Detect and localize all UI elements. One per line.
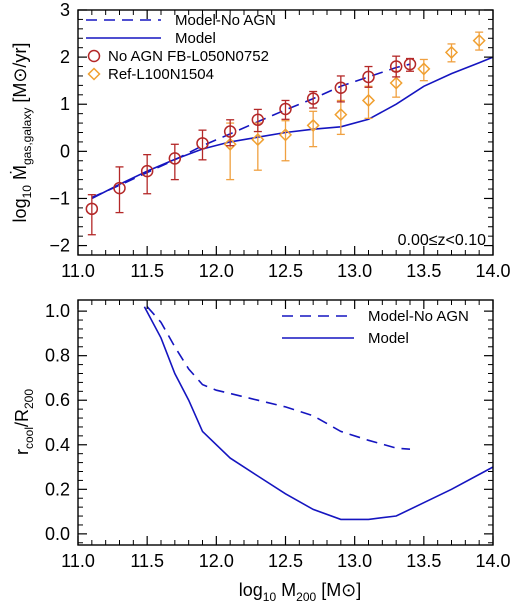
- series-line-model: [143, 306, 494, 521]
- bottom-axes-frame: [77, 299, 494, 546]
- y-tick-label: 0.8: [45, 346, 70, 366]
- y-tick-label: −2: [49, 236, 70, 256]
- x-tick-label: 14.0: [475, 261, 510, 281]
- data-point-no-agn-fb-l050n0752: [334, 81, 348, 94]
- data-point-ref-l100n1504: [417, 62, 431, 76]
- bottom-ticks: 11.0 11.5 12.0 12.5 13.0 13.5 14.0 0.0 0.2 0.4 0.6…: [45, 300, 511, 571]
- y-tick-label: 1.0: [45, 301, 70, 321]
- bottom-plot-area: [143, 306, 494, 521]
- data-point-no-agn-fb-l050n0752: [251, 113, 265, 127]
- series-line-model-no-agn: [91, 63, 411, 199]
- redshift-annotation: 0.00≤z<0.10: [398, 232, 487, 249]
- x-tick-label: 11.0: [61, 261, 95, 281]
- data-point-ref-l100n1504: [444, 45, 459, 59]
- legend-label-model: Model: [175, 30, 216, 47]
- data-point-no-agn-fb-l050n0752: [223, 125, 237, 138]
- legend-label-model: Model: [368, 330, 409, 347]
- data-point-no-agn-fb-l050n0752: [85, 202, 99, 216]
- x-tick-label: 13.5: [406, 551, 441, 571]
- y-tick-label: 1: [60, 94, 70, 114]
- bottom-legend: Model-No AGN Model: [282, 308, 469, 347]
- y-tick-label: 0.2: [45, 479, 70, 499]
- x-tick-label: 13.0: [337, 261, 372, 281]
- data-point-ref-l100n1504: [306, 118, 320, 132]
- data-point-ref-l100n1504: [472, 34, 486, 48]
- legend-swatch-no-agn-fb-l050n0752: [87, 49, 101, 63]
- data-point-no-agn-fb-l050n0752: [389, 60, 403, 73]
- series-line-model: [91, 56, 494, 200]
- series-line-model-no-agn: [146, 306, 411, 450]
- y-tick-label: 0.4: [45, 435, 70, 455]
- legend-label-model-no-agn: Model-No AGN: [368, 308, 469, 325]
- data-point-no-agn-fb-l050n0752: [279, 102, 292, 116]
- top-ticks: 11.0 11.5 12.0 12.5 13.0 13.5 14.0 −2 −1 0 1 2 3: [49, 0, 510, 281]
- x-tick-label: 12.0: [199, 551, 234, 571]
- x-tick-label: 11.0: [61, 551, 95, 571]
- bottom-y-axis-label: rcool/R200: [12, 389, 36, 455]
- x-tick-label: 11.5: [130, 551, 164, 571]
- data-point-no-agn-fb-l050n0752: [196, 137, 209, 150]
- legend-label-no-agn-fb-l050n0752: No AGN FB-L050N0752: [108, 48, 269, 65]
- data-point-no-agn-fb-l050n0752: [362, 70, 375, 84]
- top-plot-area: [85, 31, 494, 236]
- y-tick-label: 2: [60, 47, 70, 67]
- data-point-ref-l100n1504: [223, 137, 237, 151]
- data-point-ref-l100n1504: [361, 93, 376, 108]
- data-point-no-agn-fb-l050n0752: [168, 152, 182, 165]
- data-point-no-agn-fb-l050n0752: [140, 164, 154, 178]
- data-point-no-agn-fb-l050n0752: [306, 92, 320, 105]
- data-point-no-agn-fb-l050n0752: [403, 57, 417, 71]
- legend-label-ref-l100n1504: Ref-L100N1504: [108, 66, 214, 83]
- data-point-ref-l100n1504: [251, 133, 265, 147]
- data-point-no-agn-fb-l050n0752: [113, 181, 126, 195]
- data-point-ref-l100n1504: [389, 76, 403, 90]
- legend-swatch-ref-l100n1504: [87, 67, 101, 81]
- x-tick-label: 14.0: [475, 551, 510, 571]
- x-tick-label: 12.5: [268, 551, 303, 571]
- y-tick-label: 3: [60, 0, 70, 20]
- x-axis-label: log10 M200 [M⊙]: [239, 580, 362, 603]
- x-tick-label: 12.0: [199, 261, 234, 281]
- top-y-axis-label: log10 Ṁgas,galaxy [M⊙/yr]: [10, 43, 34, 223]
- x-tick-label: 11.5: [130, 261, 164, 281]
- y-tick-label: 0.6: [45, 390, 70, 410]
- data-point-ref-l100n1504: [278, 128, 293, 142]
- top-panel: 11.0 11.5 12.0 12.5 13.0 13.5 14.0 −2 −1 0 1 2 3 Mod…: [10, 0, 511, 281]
- bottom-panel: 11.0 11.5 12.0 12.5 13.0 13.5 14.0 0.0 0.2 0.4 0.6…: [12, 299, 511, 603]
- x-tick-label: 12.5: [268, 261, 303, 281]
- y-tick-label: 0: [60, 141, 70, 161]
- y-tick-label: 0.0: [45, 524, 70, 544]
- x-tick-label: 13.5: [406, 261, 441, 281]
- x-tick-label: 13.0: [337, 551, 372, 571]
- legend-label-model-no-agn: Model-No AGN: [175, 12, 276, 29]
- data-point-ref-l100n1504: [334, 108, 348, 122]
- y-tick-label: −1: [49, 188, 70, 208]
